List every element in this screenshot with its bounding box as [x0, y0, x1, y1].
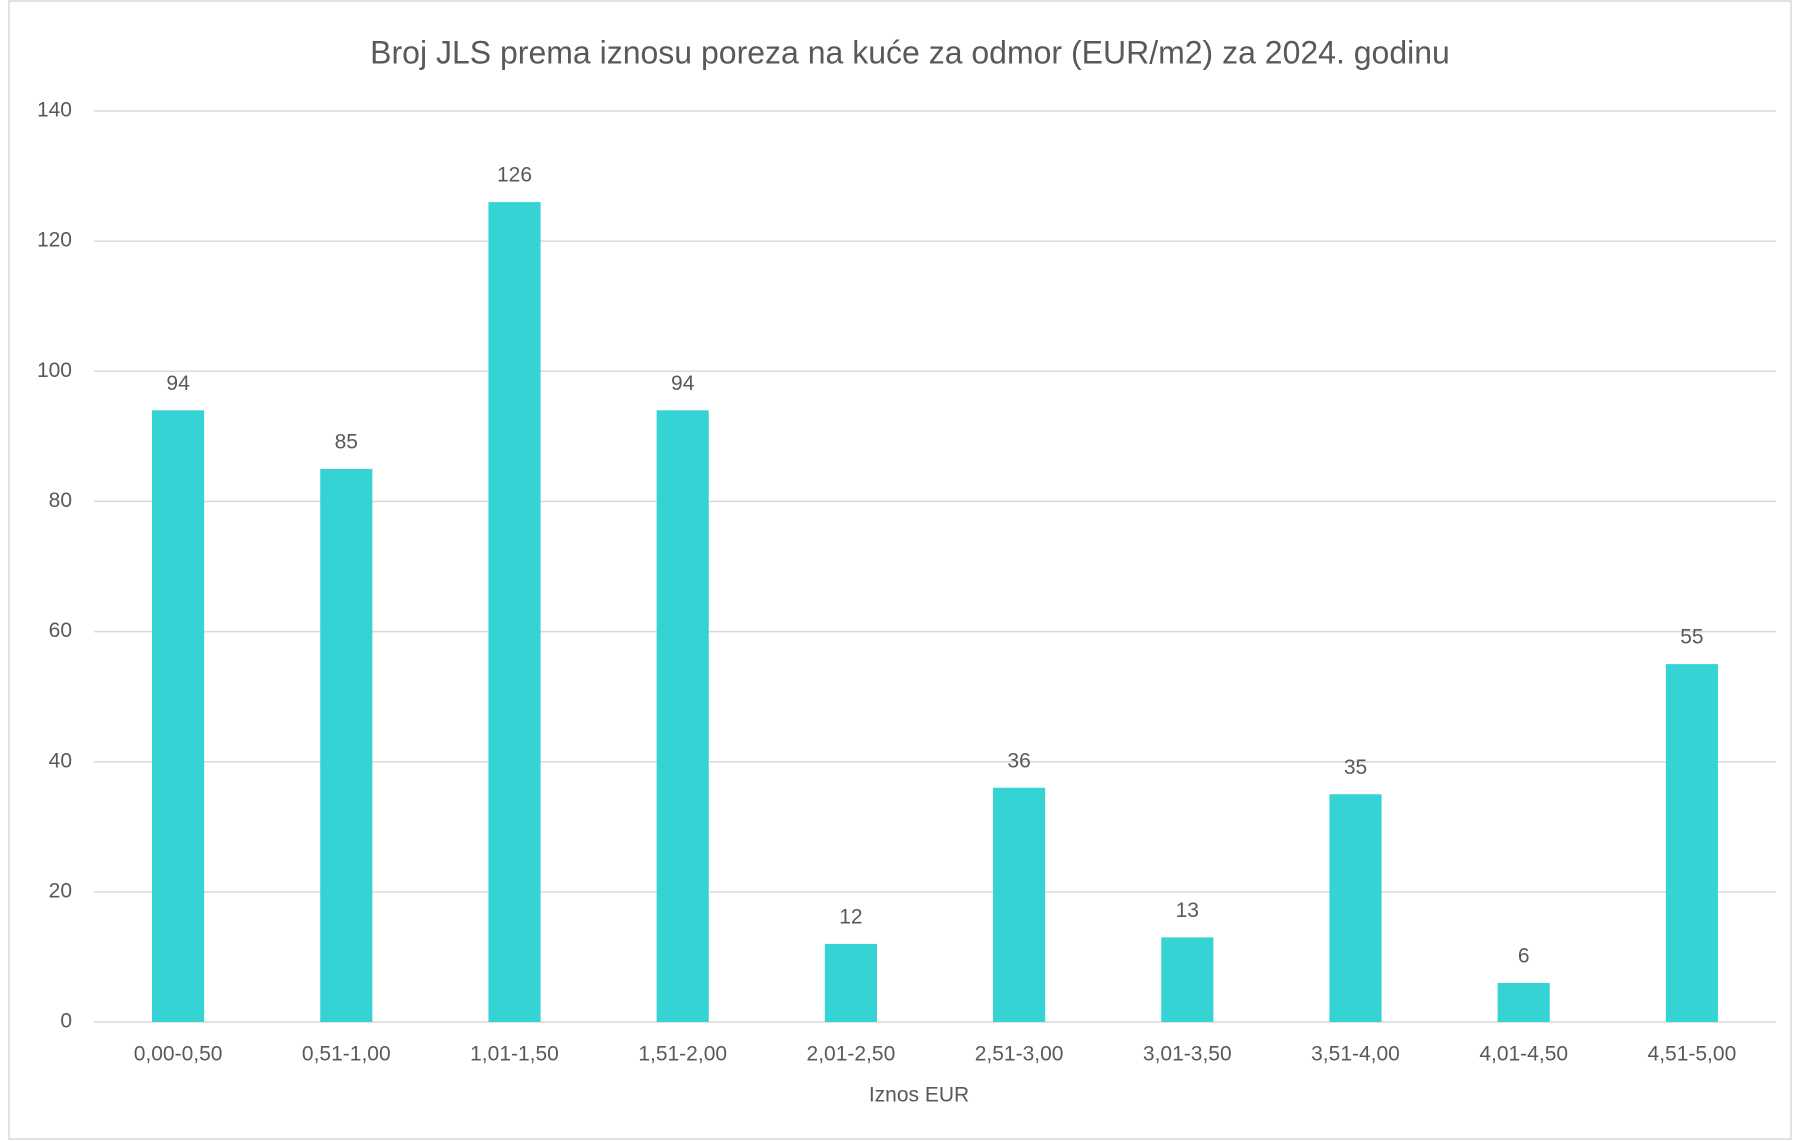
- x-tick-label: 4,51-5,00: [1648, 1043, 1737, 1066]
- bar: [1329, 794, 1382, 1022]
- y-tick-label: 20: [49, 879, 72, 902]
- bar: [656, 410, 709, 1022]
- bar: [488, 202, 541, 1023]
- bar: [1497, 982, 1550, 1022]
- x-tick-label: 2,51-3,00: [975, 1043, 1064, 1066]
- y-tick-label: 80: [49, 489, 72, 512]
- y-tick-label: 120: [37, 229, 72, 252]
- bar: [1665, 664, 1718, 1022]
- data-label: 85: [335, 430, 358, 453]
- x-axis-label: Iznos EUR: [869, 1084, 969, 1107]
- y-tick-label: 40: [49, 749, 72, 772]
- data-label: 55: [1680, 626, 1703, 649]
- y-tick-label: 60: [49, 619, 72, 642]
- data-label: 6: [1518, 945, 1530, 968]
- bar: [824, 943, 877, 1022]
- data-label: 13: [1176, 899, 1199, 922]
- x-tick-label: 0,51-1,00: [302, 1043, 391, 1066]
- x-tick-label: 3,01-3,50: [1143, 1043, 1232, 1066]
- y-tick-label: 100: [37, 359, 72, 382]
- x-tick-label: 1,51-2,00: [638, 1043, 727, 1066]
- data-label: 35: [1344, 756, 1367, 779]
- bar: [320, 468, 373, 1023]
- chart-title: Broj JLS prema iznosu poreza na kuće za …: [370, 34, 1450, 70]
- data-label: 36: [1007, 749, 1030, 772]
- chart-border: [8, 0, 1792, 1140]
- bar: [152, 410, 205, 1022]
- data-label: 126: [497, 164, 532, 187]
- data-label: 12: [839, 905, 862, 928]
- data-label: 94: [166, 372, 190, 395]
- x-tick-label: 0,00-0,50: [134, 1043, 223, 1066]
- data-label: 94: [671, 372, 695, 395]
- bar: [993, 787, 1046, 1022]
- x-tick-label: 2,01-2,50: [807, 1043, 896, 1066]
- y-tick-label: 140: [37, 99, 72, 122]
- x-tick-label: 4,01-4,50: [1479, 1043, 1568, 1066]
- y-tick-label: 0: [60, 1010, 72, 1033]
- x-tick-label: 3,51-4,00: [1311, 1043, 1400, 1066]
- x-tick-label: 1,01-1,50: [470, 1043, 559, 1066]
- bar: [1161, 937, 1214, 1022]
